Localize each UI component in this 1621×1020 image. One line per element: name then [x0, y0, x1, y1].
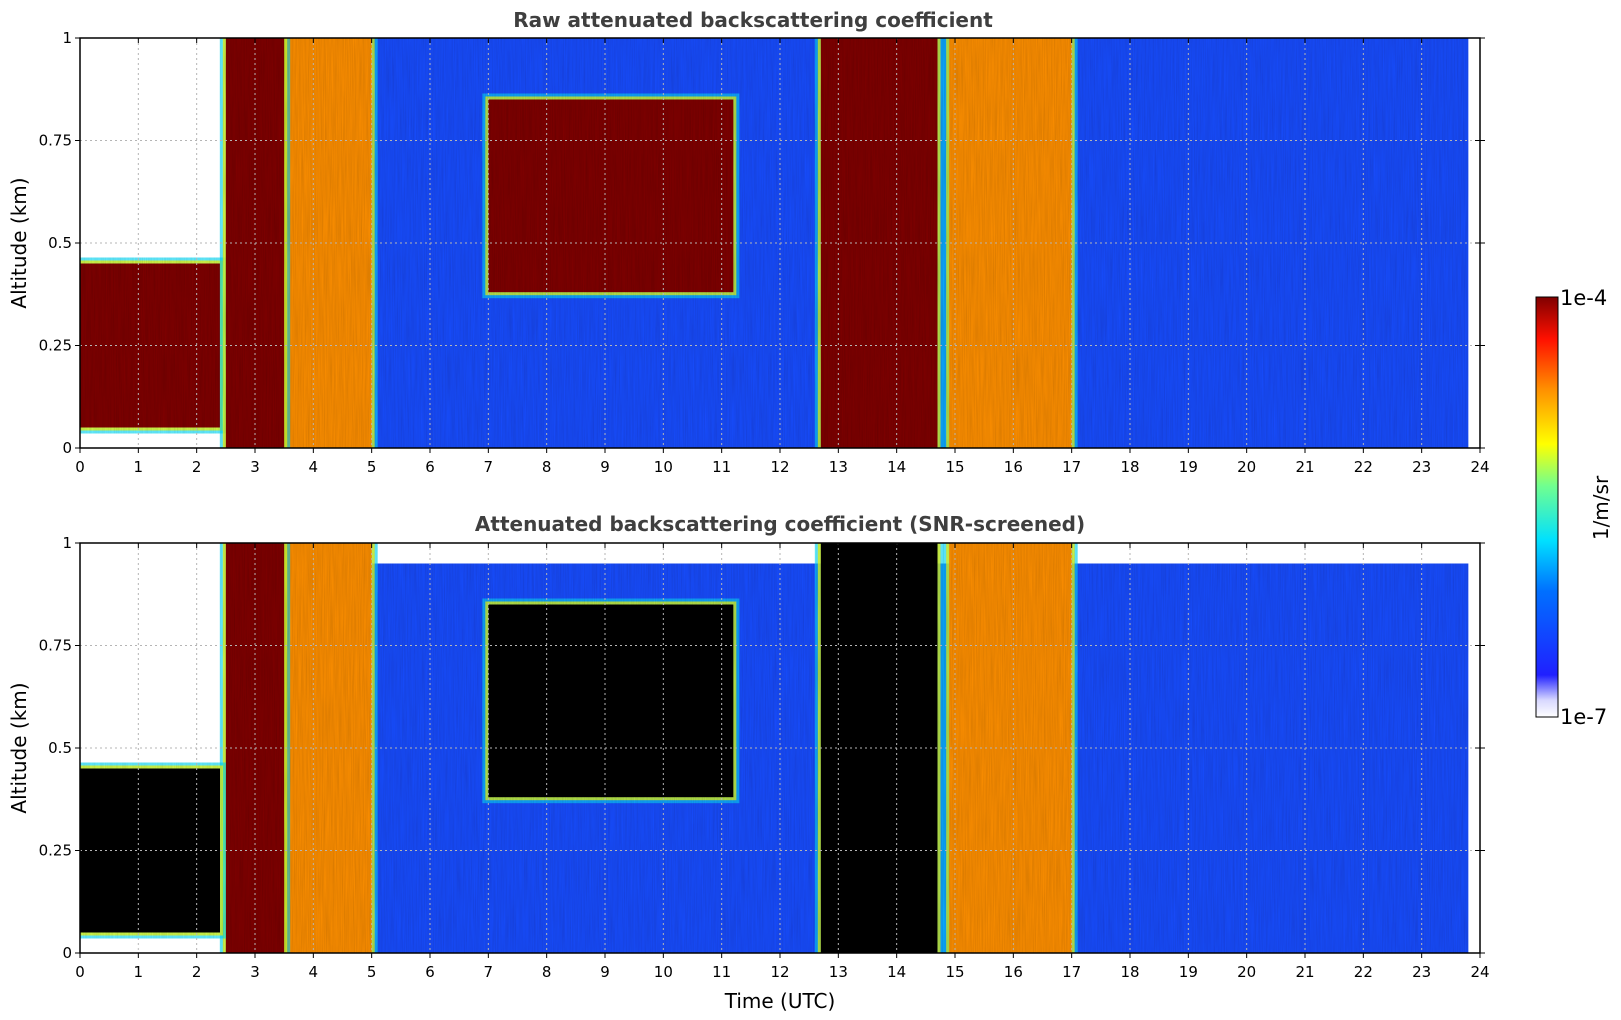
x-tick-label: 0 [75, 458, 85, 476]
y-tick-label: 0.5 [48, 739, 72, 757]
y-tick-label: 0.75 [39, 637, 72, 655]
x-tick-label: 15 [945, 963, 964, 981]
colorbar-unit-label: 1/m/sr [1589, 475, 1613, 540]
x-tick-label: 8 [542, 963, 552, 981]
x-tick-label: 16 [1004, 458, 1023, 476]
y-tick-label: 0.25 [39, 842, 72, 860]
y-axis-ticks: 0 0.25 0.5 0.75 1 [39, 534, 1485, 962]
x-axis-ticks: 0 1 2 3 4 5 6 7 8 9 10 11 12 13 14 15 16 17 18 19 20 21 22 23 24 [75, 38, 1490, 476]
plot-title: Attenuated backscattering coefficient (S… [475, 512, 1085, 536]
x-tick-label: 7 [484, 963, 494, 981]
y-tick-label: 0 [62, 944, 72, 962]
x-tick-label: 0 [75, 963, 85, 981]
x-tick-label: 12 [770, 963, 789, 981]
x-tick-label: 4 [309, 458, 319, 476]
plot-panel-screened: Attenuated backscattering coefficient (S… [7, 512, 1490, 1013]
heatmap-region-high [488, 99, 734, 293]
x-tick-label: 6 [425, 963, 435, 981]
x-tick-label: 21 [1295, 963, 1314, 981]
y-tick-label: 0.5 [48, 234, 72, 252]
x-tick-label: 5 [367, 458, 377, 476]
x-tick-label: 23 [1412, 963, 1431, 981]
x-tick-label: 20 [1237, 458, 1256, 476]
x-tick-label: 19 [1179, 458, 1198, 476]
x-tick-label: 24 [1470, 963, 1489, 981]
x-tick-label: 2 [192, 963, 202, 981]
x-axis-ticks: 0 1 2 3 4 5 6 7 8 9 10 11 12 13 14 15 16 17 18 19 20 21 22 23 24 [75, 543, 1490, 981]
x-tick-label: 17 [1062, 458, 1081, 476]
plot-panel-raw: Raw attenuated backscattering coefficien… [7, 8, 1490, 476]
x-tick-label: 2 [192, 458, 202, 476]
x-tick-label: 4 [309, 963, 319, 981]
heatmap-region-saturated [488, 604, 734, 798]
y-tick-label: 1 [62, 29, 72, 47]
x-tick-label: 10 [654, 963, 673, 981]
heatmap-layer [80, 543, 1469, 953]
x-tick-label: 20 [1237, 963, 1256, 981]
x-tick-label: 24 [1470, 458, 1489, 476]
x-tick-label: 3 [250, 458, 260, 476]
y-axis-label: Altitude (km) [7, 682, 31, 813]
x-tick-label: 13 [829, 458, 848, 476]
x-tick-label: 11 [712, 963, 731, 981]
x-tick-label: 23 [1412, 458, 1431, 476]
x-tick-label: 6 [425, 458, 435, 476]
x-tick-label: 10 [654, 458, 673, 476]
x-tick-label: 13 [829, 963, 848, 981]
x-axis-label: Time (UTC) [724, 989, 836, 1013]
x-tick-label: 14 [887, 458, 906, 476]
x-tick-label: 1 [134, 458, 144, 476]
x-tick-label: 15 [945, 458, 964, 476]
colorbar-max-label: 1e-4 [1560, 286, 1607, 310]
grid-lines [80, 543, 1480, 953]
x-tick-label: 22 [1354, 963, 1373, 981]
x-tick-label: 21 [1295, 458, 1314, 476]
x-tick-label: 18 [1120, 963, 1139, 981]
x-tick-label: 9 [600, 458, 610, 476]
x-tick-label: 22 [1354, 458, 1373, 476]
x-tick-label: 7 [484, 458, 494, 476]
grid-lines [80, 38, 1480, 448]
colorbar-gradient [1535, 296, 1559, 718]
y-axis-label: Altitude (km) [7, 177, 31, 308]
x-tick-label: 12 [770, 458, 789, 476]
x-tick-label: 5 [367, 963, 377, 981]
x-tick-label: 18 [1120, 458, 1139, 476]
colorbar-min-label: 1e-7 [1560, 705, 1607, 729]
x-tick-label: 19 [1179, 963, 1198, 981]
colorbar: 1e-4 1e-7 1/m/sr [1535, 286, 1613, 729]
x-tick-label: 8 [542, 458, 552, 476]
x-tick-label: 3 [250, 963, 260, 981]
x-tick-label: 11 [712, 458, 731, 476]
x-tick-label: 9 [600, 963, 610, 981]
y-tick-label: 0.75 [39, 132, 72, 150]
plot-title: Raw attenuated backscattering coefficien… [513, 8, 993, 32]
x-tick-label: 16 [1004, 963, 1023, 981]
x-tick-label: 1 [134, 963, 144, 981]
x-tick-label: 17 [1062, 963, 1081, 981]
y-tick-label: 0.25 [39, 337, 72, 355]
x-tick-label: 14 [887, 963, 906, 981]
y-tick-label: 0 [62, 439, 72, 457]
y-tick-label: 1 [62, 534, 72, 552]
y-axis-ticks: 0 0.25 0.5 0.75 1 [39, 29, 1485, 457]
